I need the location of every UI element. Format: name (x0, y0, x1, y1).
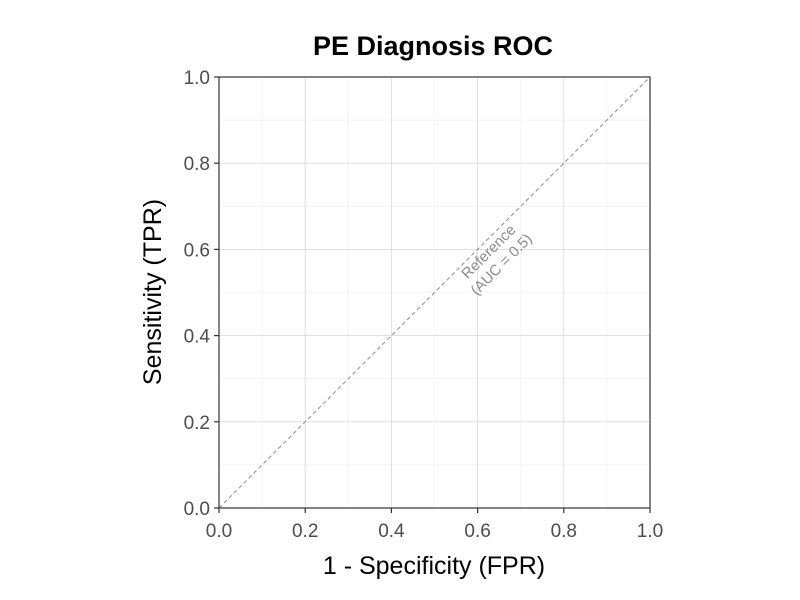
plot-series (218, 76, 651, 509)
x-tick-label: 0.2 (292, 521, 318, 542)
y-tick-label: 0.0 (184, 499, 210, 520)
axes: 0.0 0.2 0.4 0.6 0.8 1.0 0.0 0.2 0.4 0.6 0.8 1.0 (184, 68, 664, 542)
y-tick-label: 0.8 (184, 154, 210, 175)
x-tick-label: 0.6 (464, 521, 490, 542)
y-tick-label: 0.2 (184, 413, 210, 434)
y-tick-label: 0.6 (184, 240, 210, 261)
y-tick-label: 1.0 (184, 68, 210, 89)
x-tick-label: 1.0 (637, 521, 663, 542)
x-tick-label: 0.4 (378, 521, 405, 542)
reference-annotation: Reference(AUC = 0.5) (458, 222, 535, 299)
x-tick-label: 0.0 (206, 521, 232, 542)
y-tick-label: 0.4 (184, 327, 211, 348)
reference-line (218, 76, 651, 509)
x-tick-label: 0.8 (551, 521, 577, 542)
y-axis-title: Sensitivity (TPR) (139, 199, 167, 385)
annotations: Reference(AUC = 0.5) (458, 222, 535, 299)
x-axis-title: 1 - Specificity (FPR) (323, 552, 545, 580)
plot-panel (218, 76, 651, 509)
chart-title: PE Diagnosis ROC (313, 31, 553, 61)
